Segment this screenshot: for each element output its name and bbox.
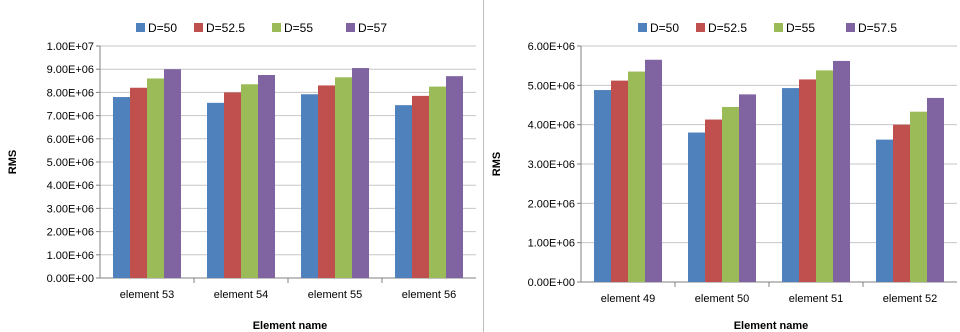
legend-swatch <box>638 23 647 32</box>
legend-swatch <box>272 23 281 32</box>
bar-d-57-5 <box>645 59 662 283</box>
legend-label: D=52.5 <box>206 21 245 35</box>
legend-label: D=57.5 <box>858 21 897 35</box>
legend-label: D=55 <box>786 21 815 35</box>
y-tick-label: 1.00E+06 <box>47 250 94 262</box>
legend-swatch <box>774 23 783 32</box>
bar-d-50 <box>876 139 893 282</box>
y-axis-title: RMS <box>7 150 19 174</box>
legend-swatch <box>846 23 855 32</box>
y-tick-label: 1.00E+06 <box>528 238 575 250</box>
bar-d-55 <box>335 77 352 278</box>
x-tick-label: element 56 <box>402 289 456 301</box>
bar-d-52-5 <box>799 79 816 282</box>
bar-d-57 <box>164 69 181 278</box>
bar-d-55 <box>147 78 164 278</box>
x-axis-title: Element name <box>253 320 328 332</box>
x-tick-label: element 52 <box>883 293 937 305</box>
chart-panel-right: 0.00E+00 1.00E+06 2.00E+06 3.00E+06 4.00E+06… <box>486 0 960 332</box>
y-tick-label: 2.00E+06 <box>47 227 94 239</box>
bar-d-50 <box>688 132 705 282</box>
bar-d-50 <box>207 102 224 278</box>
bar-d-55 <box>910 111 927 282</box>
legend-label: D=55 <box>284 21 313 35</box>
y-tick-label: 4.00E+06 <box>528 120 575 132</box>
x-tick-label: element 55 <box>308 289 362 301</box>
chart-panel-left: 0.00E+00 1.00E+06 2.00E+06 3.00E+06 4.00E+06… <box>7 0 484 332</box>
bar-d-57 <box>258 75 275 278</box>
legend-swatch <box>696 23 705 32</box>
legend-swatch <box>346 23 355 32</box>
bar-d-55 <box>628 71 645 282</box>
y-tick-label: 3.00E+06 <box>528 159 575 171</box>
bar-d-52-5 <box>130 87 147 278</box>
bar-d-55 <box>429 86 446 278</box>
bar-d-55 <box>816 70 833 283</box>
y-tick-label: 9.00E+06 <box>47 64 94 76</box>
bar-d-55 <box>241 84 258 278</box>
bar-d-50 <box>594 90 611 282</box>
legend-swatch <box>136 23 145 32</box>
bar-d-55 <box>722 106 739 282</box>
y-tick-label: 4.00E+06 <box>47 180 94 192</box>
y-tick-label: 2.00E+06 <box>528 198 575 210</box>
bar-d-52-5 <box>412 95 429 278</box>
bar-d-50 <box>782 88 799 282</box>
y-tick-label: 6.00E+06 <box>47 134 94 146</box>
bar-d-57 <box>446 76 463 278</box>
legend-label: D=52.5 <box>708 21 747 35</box>
y-tick-label: 0.00E+00 <box>47 273 94 285</box>
y-axis-title: RMS <box>491 152 503 176</box>
bar-d-50 <box>395 105 412 278</box>
y-tick-label: 5.00E+06 <box>47 157 94 169</box>
rms-bar-chart-right: 0.00E+00 1.00E+06 2.00E+06 3.00E+06 4.00E+06… <box>491 21 957 332</box>
y-tick-label: 1.00E+07 <box>47 41 94 53</box>
x-tick-label: element 51 <box>789 293 843 305</box>
bar-d-50 <box>113 97 130 278</box>
bar-d-52-5 <box>611 80 628 282</box>
y-tick-label: 5.00E+06 <box>528 80 575 92</box>
bar-d-57-5 <box>833 60 850 282</box>
legend-label: D=57 <box>358 21 387 35</box>
y-tick-label: 0.00E+00 <box>528 277 575 289</box>
y-tick-label: 6.00E+06 <box>528 41 575 53</box>
x-tick-label: element 54 <box>214 289 268 301</box>
y-tick-label: 7.00E+06 <box>47 111 94 123</box>
bar-d-52-5 <box>224 92 241 279</box>
bar-d-52-5 <box>893 124 910 283</box>
bar-d-50 <box>301 94 318 278</box>
bar-d-52-5 <box>318 85 335 278</box>
rms-bar-chart-left: 0.00E+00 1.00E+06 2.00E+06 3.00E+06 4.00E+06… <box>7 21 476 332</box>
y-tick-label: 8.00E+06 <box>47 87 94 99</box>
x-tick-label: element 49 <box>601 293 655 305</box>
bar-d-57 <box>352 68 369 278</box>
legend-label: D=50 <box>148 21 177 35</box>
legend-swatch <box>194 23 203 32</box>
bar-d-57-5 <box>927 97 944 282</box>
bar-d-57-5 <box>739 94 756 282</box>
x-tick-label: element 50 <box>695 293 749 305</box>
x-axis-title: Element name <box>734 320 809 332</box>
legend-label: D=50 <box>650 21 679 35</box>
bar-d-52-5 <box>705 119 722 282</box>
y-tick-label: 3.00E+06 <box>47 203 94 215</box>
x-tick-label: element 53 <box>120 289 174 301</box>
